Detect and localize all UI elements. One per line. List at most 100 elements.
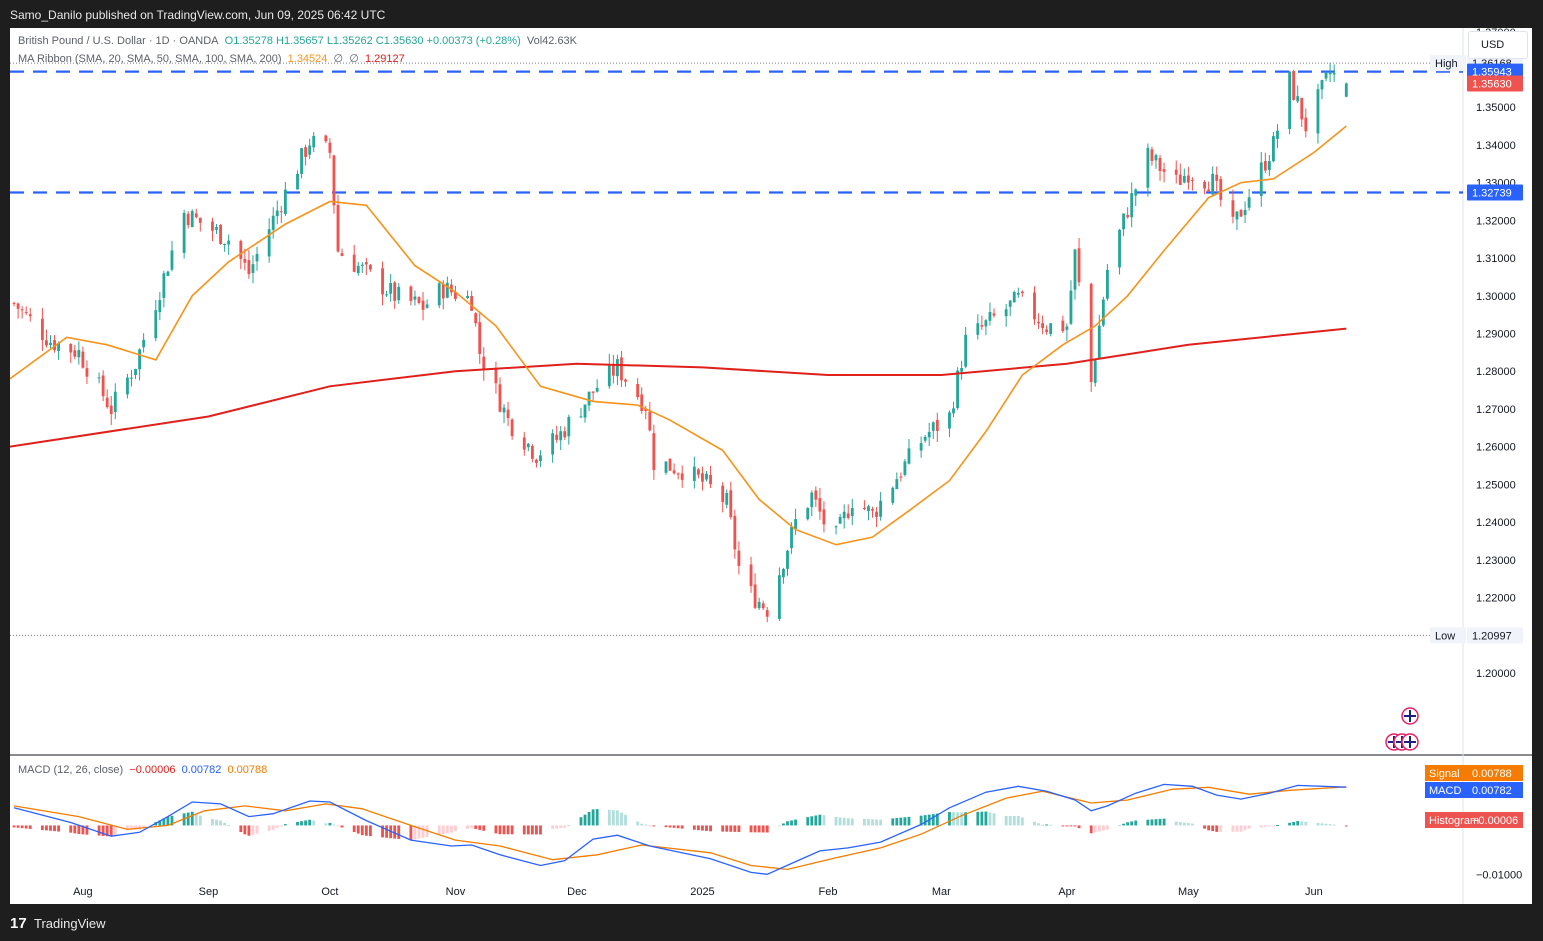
candle-body[interactable] (765, 610, 769, 617)
candle-body[interactable] (417, 297, 421, 303)
macd-signal-line[interactable] (13, 786, 1347, 871)
candle-body[interactable] (903, 461, 907, 475)
candle-body[interactable] (668, 458, 672, 471)
macd-line[interactable] (13, 783, 1347, 875)
candle-body[interactable] (271, 215, 275, 230)
candle-body[interactable] (389, 283, 393, 294)
candle-body[interactable] (482, 356, 486, 370)
candle-body[interactable] (810, 492, 814, 508)
candle-body[interactable] (615, 359, 619, 377)
candle-body[interactable] (680, 473, 684, 480)
candle-body[interactable] (1130, 193, 1134, 218)
candle-body[interactable] (1158, 157, 1162, 171)
candle-body[interactable] (640, 394, 644, 411)
candle-body[interactable] (539, 455, 542, 462)
candle-body[interactable] (1073, 249, 1077, 290)
candle-body[interactable] (385, 294, 389, 296)
candle-body[interactable] (1203, 181, 1206, 189)
symbol-title[interactable]: British Pound / U.S. Dollar · 1D · OANDA (18, 35, 219, 47)
candle-body[interactable] (1008, 300, 1012, 307)
candle-body[interactable] (790, 526, 793, 549)
candle-body[interactable] (166, 271, 170, 276)
candle-body[interactable] (1065, 326, 1069, 330)
candle-body[interactable] (1219, 178, 1223, 200)
candle-body[interactable] (510, 419, 514, 437)
candle-body[interactable] (190, 211, 194, 228)
currency-button[interactable]: USD (1468, 31, 1528, 59)
candle-body[interactable] (1049, 323, 1053, 334)
candle-body[interactable] (368, 264, 372, 270)
candle-body[interactable] (1296, 96, 1300, 102)
candle-body[interactable] (1243, 209, 1247, 216)
candle-body[interactable] (97, 377, 101, 379)
candle-body[interactable] (255, 254, 259, 262)
candle-body[interactable] (1300, 97, 1304, 120)
candle-body[interactable] (636, 384, 640, 398)
candle-body[interactable] (364, 262, 368, 265)
candle-body[interactable] (45, 340, 48, 346)
candle-body[interactable] (223, 243, 227, 246)
candle-body[interactable] (502, 407, 506, 413)
candle-body[interactable] (498, 384, 502, 412)
candle-body[interactable] (676, 473, 680, 475)
candle-body[interactable] (1267, 161, 1271, 171)
candle-body[interactable] (1186, 175, 1190, 183)
candle-body[interactable] (737, 550, 741, 566)
candle-body[interactable] (182, 212, 186, 253)
candle-body[interactable] (672, 470, 676, 474)
candle-body[interactable] (466, 295, 470, 298)
candle-body[interactable] (1016, 292, 1020, 295)
candle-body[interactable] (607, 364, 611, 387)
candle-body[interactable] (753, 584, 757, 608)
candle-body[interactable] (1105, 269, 1109, 299)
candle-body[interactable] (470, 296, 474, 311)
macd-title[interactable]: MACD (12, 26, close) (18, 764, 124, 776)
sma20-line[interactable] (10, 125, 1347, 546)
candle-body[interactable] (1077, 248, 1081, 283)
candle-body[interactable] (842, 511, 846, 519)
candle-body[interactable] (535, 459, 538, 463)
candle-body[interactable] (393, 282, 397, 301)
candle-body[interactable] (1162, 169, 1166, 172)
candle-body[interactable] (956, 370, 959, 408)
candle-body[interactable] (818, 498, 822, 512)
candle-body[interactable] (725, 493, 729, 505)
candle-body[interactable] (506, 409, 510, 419)
candle-body[interactable] (526, 443, 530, 448)
candle-body[interactable] (899, 476, 903, 478)
candle-body[interactable] (579, 416, 583, 418)
candle-body[interactable] (441, 284, 445, 299)
candle-body[interactable] (324, 135, 328, 142)
candle-body[interactable] (425, 304, 429, 308)
candle-body[interactable] (1126, 214, 1130, 218)
candle-body[interactable] (138, 349, 141, 370)
candle-body[interactable] (648, 411, 652, 431)
candle-body[interactable] (20, 309, 24, 311)
candle-body[interactable] (777, 575, 781, 619)
candle-body[interactable] (283, 189, 287, 214)
candle-body[interactable] (976, 323, 980, 335)
candle-body[interactable] (1231, 200, 1235, 217)
candle-body[interactable] (701, 473, 704, 482)
candle-body[interactable] (194, 213, 198, 218)
candle-body[interactable] (834, 526, 838, 528)
candle-body[interactable] (984, 320, 988, 327)
candle-body[interactable] (624, 379, 627, 382)
candle-body[interactable] (919, 443, 923, 451)
candle-body[interactable] (308, 145, 312, 155)
candle-body[interactable] (312, 135, 316, 148)
candle-body[interactable] (1033, 292, 1036, 320)
candle-body[interactable] (980, 325, 984, 327)
candle-body[interactable] (1101, 299, 1105, 326)
candle-body[interactable] (567, 416, 571, 437)
candle-body[interactable] (927, 431, 931, 438)
candle-body[interactable] (1182, 175, 1186, 183)
candle-body[interactable] (1122, 213, 1126, 230)
candle-body[interactable] (1154, 155, 1158, 161)
candle-body[interactable] (923, 436, 927, 441)
candle-body[interactable] (1097, 325, 1101, 359)
candle-body[interactable] (73, 350, 77, 357)
candle-body[interactable] (879, 500, 883, 517)
candle-body[interactable] (1292, 71, 1296, 100)
candle-body[interactable] (227, 240, 231, 245)
